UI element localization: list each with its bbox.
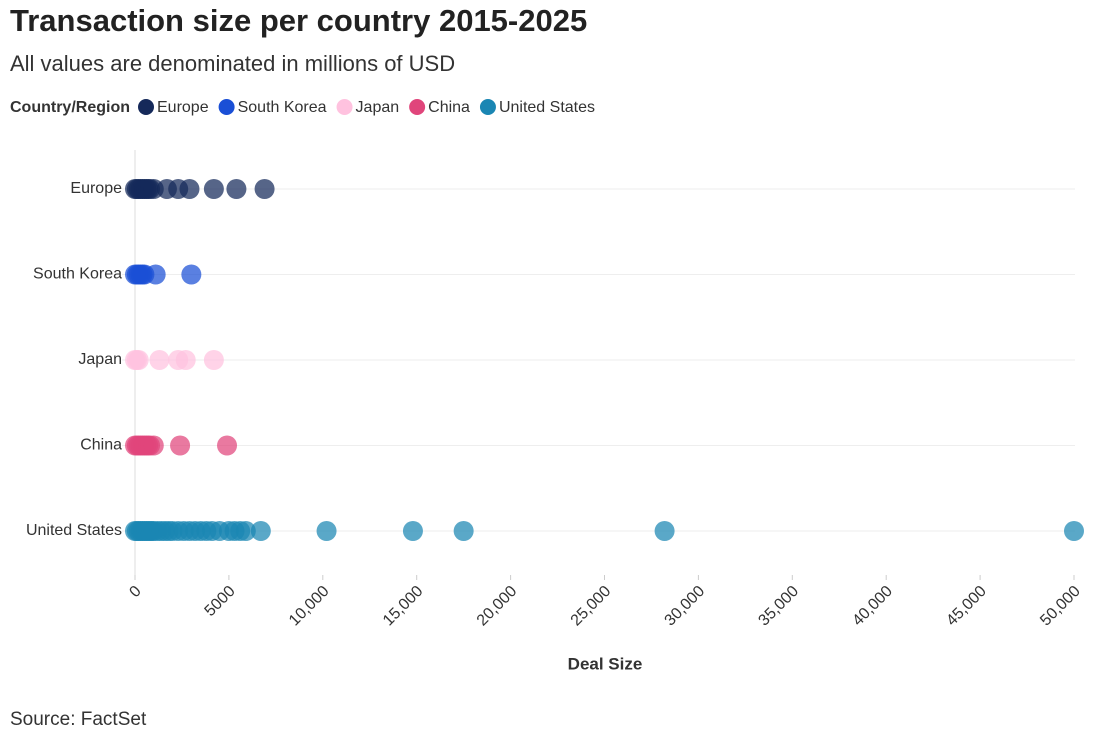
legend-label: China bbox=[428, 99, 470, 116]
data-point bbox=[128, 350, 149, 370]
x-tick-label: 50,000 bbox=[1037, 583, 1084, 630]
data-point bbox=[203, 350, 224, 370]
data-point bbox=[175, 350, 196, 370]
data-point bbox=[145, 264, 166, 285]
data-point bbox=[402, 521, 423, 541]
x-tick-label: 5000 bbox=[202, 583, 239, 620]
legend-label: Europe bbox=[157, 99, 209, 116]
legend-swatch bbox=[409, 99, 426, 115]
x-tick-label: 35,000 bbox=[755, 583, 802, 630]
data-point bbox=[226, 179, 247, 199]
data-point bbox=[1064, 521, 1084, 541]
data-point bbox=[250, 521, 271, 541]
data-point bbox=[453, 521, 474, 541]
y-tick-label: China bbox=[80, 437, 122, 454]
x-tick-label: 15,000 bbox=[380, 583, 427, 630]
data-point bbox=[654, 521, 675, 541]
x-tick-label: 0 bbox=[126, 583, 144, 601]
data-point bbox=[179, 179, 200, 199]
x-tick-label: 25,000 bbox=[568, 583, 615, 630]
data-point bbox=[170, 435, 191, 456]
legend-swatch bbox=[138, 99, 154, 115]
legend-label: Japan bbox=[356, 99, 400, 116]
chart-subtitle: All values are denominated in millions o… bbox=[10, 51, 455, 76]
data-point bbox=[217, 435, 238, 456]
x-tick-label: 20,000 bbox=[474, 583, 521, 630]
source: Source: FactSet bbox=[10, 709, 147, 730]
y-tick-label: Japan bbox=[78, 351, 122, 368]
legend-swatch bbox=[218, 99, 235, 115]
legend-swatch bbox=[479, 99, 496, 115]
x-tick-label: 40,000 bbox=[849, 583, 896, 630]
legend-label: United States bbox=[499, 99, 595, 116]
legend-label: South Korea bbox=[238, 99, 327, 116]
data-point bbox=[203, 179, 224, 199]
legend-title: Country/Region bbox=[10, 99, 130, 116]
legend-swatch bbox=[336, 99, 353, 115]
data-point bbox=[316, 521, 337, 541]
x-tick-label: 45,000 bbox=[943, 583, 990, 630]
x-tick-label: 10,000 bbox=[286, 583, 333, 630]
y-tick-label: Europe bbox=[70, 180, 122, 197]
data-point bbox=[143, 435, 164, 456]
x-axis-label: Deal Size bbox=[568, 654, 643, 673]
x-tick-label: 30,000 bbox=[662, 583, 709, 630]
data-point bbox=[181, 264, 202, 285]
chart-title: Transaction size per country 2015-2025 bbox=[10, 3, 587, 38]
y-tick-label: United States bbox=[26, 522, 122, 539]
y-tick-label: South Korea bbox=[33, 266, 122, 283]
data-point bbox=[254, 179, 275, 199]
data-point bbox=[149, 350, 170, 370]
data-point bbox=[235, 521, 256, 541]
